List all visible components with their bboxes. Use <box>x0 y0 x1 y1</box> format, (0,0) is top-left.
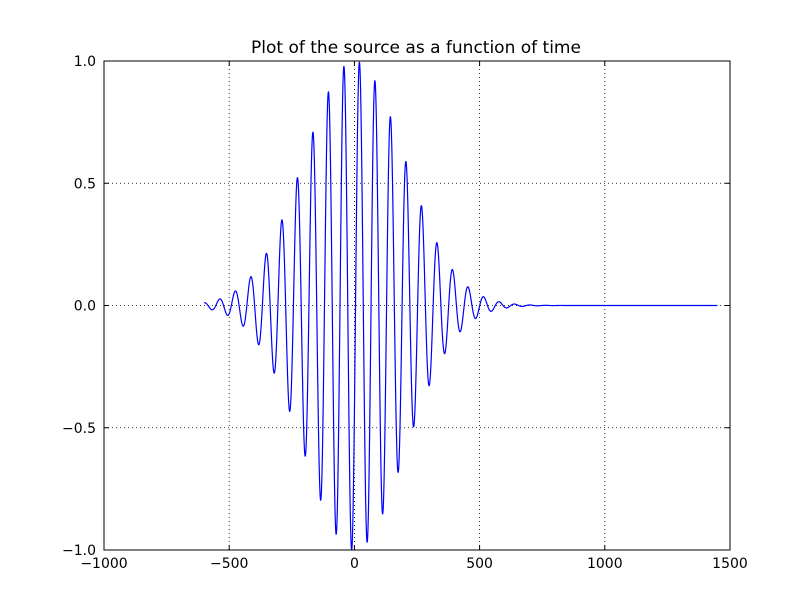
x-tick-label: −1000 <box>80 556 127 572</box>
x-tick-label: 500 <box>466 556 493 572</box>
y-tick-label: −1.0 <box>62 543 96 559</box>
series-line <box>203 61 718 551</box>
y-tick-label: 0.0 <box>74 299 96 315</box>
series-layer <box>203 61 718 551</box>
x-tick-label: −500 <box>210 556 248 572</box>
y-tick-label: 1.0 <box>74 54 96 70</box>
x-tick-label: 1000 <box>587 556 623 572</box>
x-tick-label: 1500 <box>712 556 748 572</box>
x-axis-tick-labels: −1000 −500 0 500 1000 1500 <box>80 556 748 572</box>
y-tick-label: −0.5 <box>62 421 96 437</box>
x-tick-label: 0 <box>350 556 359 572</box>
y-tick-label: 0.5 <box>74 176 96 192</box>
y-axis-tick-labels: −1.0 −0.5 0.0 0.5 1.0 <box>62 54 96 559</box>
axis-ticks <box>103 60 731 551</box>
chart-title: Plot of the source as a function of time <box>251 38 581 58</box>
